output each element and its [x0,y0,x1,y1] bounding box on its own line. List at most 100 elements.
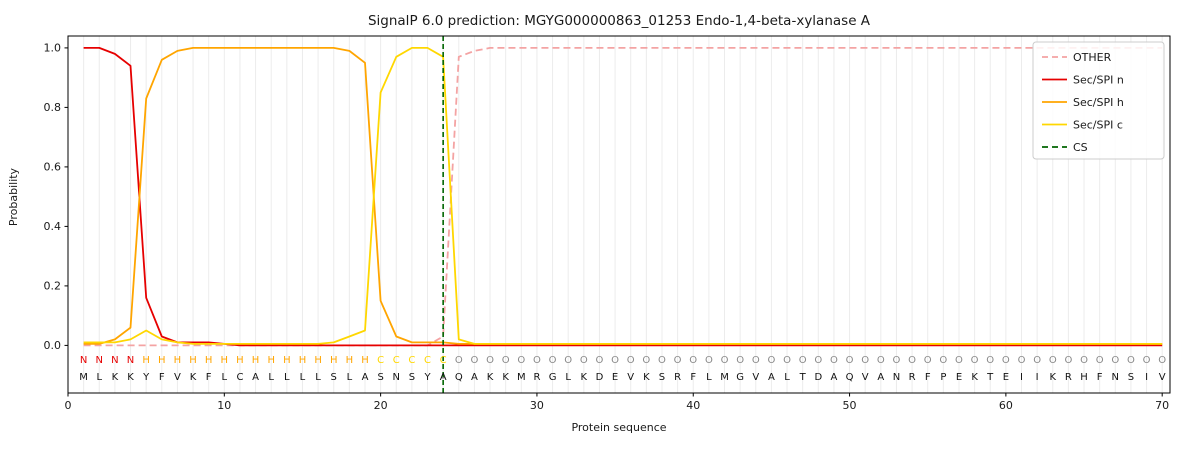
residue-letter: I [1145,372,1148,383]
region-label: O [517,355,525,366]
legend: OTHER Sec/SPI n Sec/SPI h Sec/SPI c CS [1032,41,1165,160]
region-label: O [846,355,854,366]
region-label: O [1127,355,1135,366]
residue-letter: K [112,372,119,383]
y-tick-label: 0.2 [44,279,62,292]
x-tick-label: 40 [686,399,700,412]
region-label: O [470,355,478,366]
region-label: O [502,355,510,366]
residue-letter: R [1065,372,1072,383]
y-tick-label: 0.0 [44,339,62,352]
residue-letter: A [877,372,884,383]
residue-letter: L [784,372,790,383]
region-label: C [377,355,384,366]
x-tick-label: 10 [217,399,231,412]
region-label: O [1033,355,1041,366]
residue-letter: L [284,372,290,383]
region-label: H [158,355,166,366]
region-label: O [549,355,557,366]
region-label: O [986,355,994,366]
x-tick-label: 50 [843,399,857,412]
region-label: O [939,355,947,366]
region-label: N [111,355,118,366]
residue-letter: S [659,372,665,383]
region-label: O [814,355,822,366]
region-label: O [642,355,650,366]
residue-letter: R [533,372,540,383]
residue-letter: G [549,372,557,383]
region-label: O [721,355,729,366]
legend-label: Sec/SPI h [1073,96,1124,109]
residue-letter: R [674,372,681,383]
residue-letter: K [487,372,494,383]
region-label: O [705,355,713,366]
region-label: H [346,355,354,366]
y-tick-label: 0.4 [44,220,62,233]
residue-letter: K [581,372,588,383]
residue-letter: E [1003,372,1009,383]
residue-letter: V [174,372,181,383]
residue-letter: A [831,372,838,383]
residue-letter: V [1159,372,1166,383]
legend-label: Sec/SPI c [1073,119,1123,132]
legend-box [1032,41,1165,160]
residue-letter: F [159,372,165,383]
region-label: O [752,355,760,366]
region-label: O [564,355,572,366]
region-label: H [330,355,338,366]
residue-letter: M [79,372,88,383]
region-label: O [924,355,932,366]
y-tick-label: 0.6 [44,160,62,173]
region-label: H [361,355,369,366]
region-label: H [283,355,291,366]
region-label: O [596,355,604,366]
region-label: O [689,355,697,366]
residue-letter: Q [846,372,854,383]
residue-letter: F [690,372,696,383]
residue-letter: A [440,372,447,383]
region-label: O [1002,355,1010,366]
residue-letter: K [127,372,134,383]
residue-letter: N [1112,372,1119,383]
region-label: O [1143,355,1151,366]
x-tick-label: 70 [1155,399,1169,412]
y-tick-label: 1.0 [44,41,62,54]
region-label: O [627,355,635,366]
residue-letter: R [909,372,916,383]
region-label: O [611,355,619,366]
region-label: H [314,355,322,366]
residue-letter: K [971,372,978,383]
region-label: O [533,355,541,366]
residue-letter: L [565,372,571,383]
residue-letter: L [347,372,353,383]
residue-letter: T [986,372,994,383]
residue-letter: V [627,372,634,383]
region-label: O [971,355,979,366]
region-label: N [96,355,103,366]
residue-letter: L [315,372,321,383]
plot-area: 0 10 20 30 40 50 60 700.00.20.40.60.81.0N N N N H H H… [44,35,1171,412]
x-tick-label: 20 [374,399,388,412]
residue-letter: I [1020,372,1023,383]
residue-letter: V [752,372,759,383]
residue-letter: A [362,372,369,383]
region-label: O [908,355,916,366]
region-label: O [783,355,791,366]
residue-letter: D [596,372,604,383]
region-label: O [893,355,901,366]
region-label: C [424,355,431,366]
residue-letter: I [1036,372,1039,383]
residue-letter: C [236,372,243,383]
region-label: H [174,355,182,366]
residue-letter: Q [455,372,463,383]
series-line-sec-spi-n [83,47,1163,347]
residue-letter: F [206,372,212,383]
residue-letter: L [96,372,102,383]
region-label: H [221,355,229,366]
residue-letter: L [300,372,306,383]
region-label: H [252,355,260,366]
region-label: N [80,355,87,366]
region-label: O [1064,355,1072,366]
